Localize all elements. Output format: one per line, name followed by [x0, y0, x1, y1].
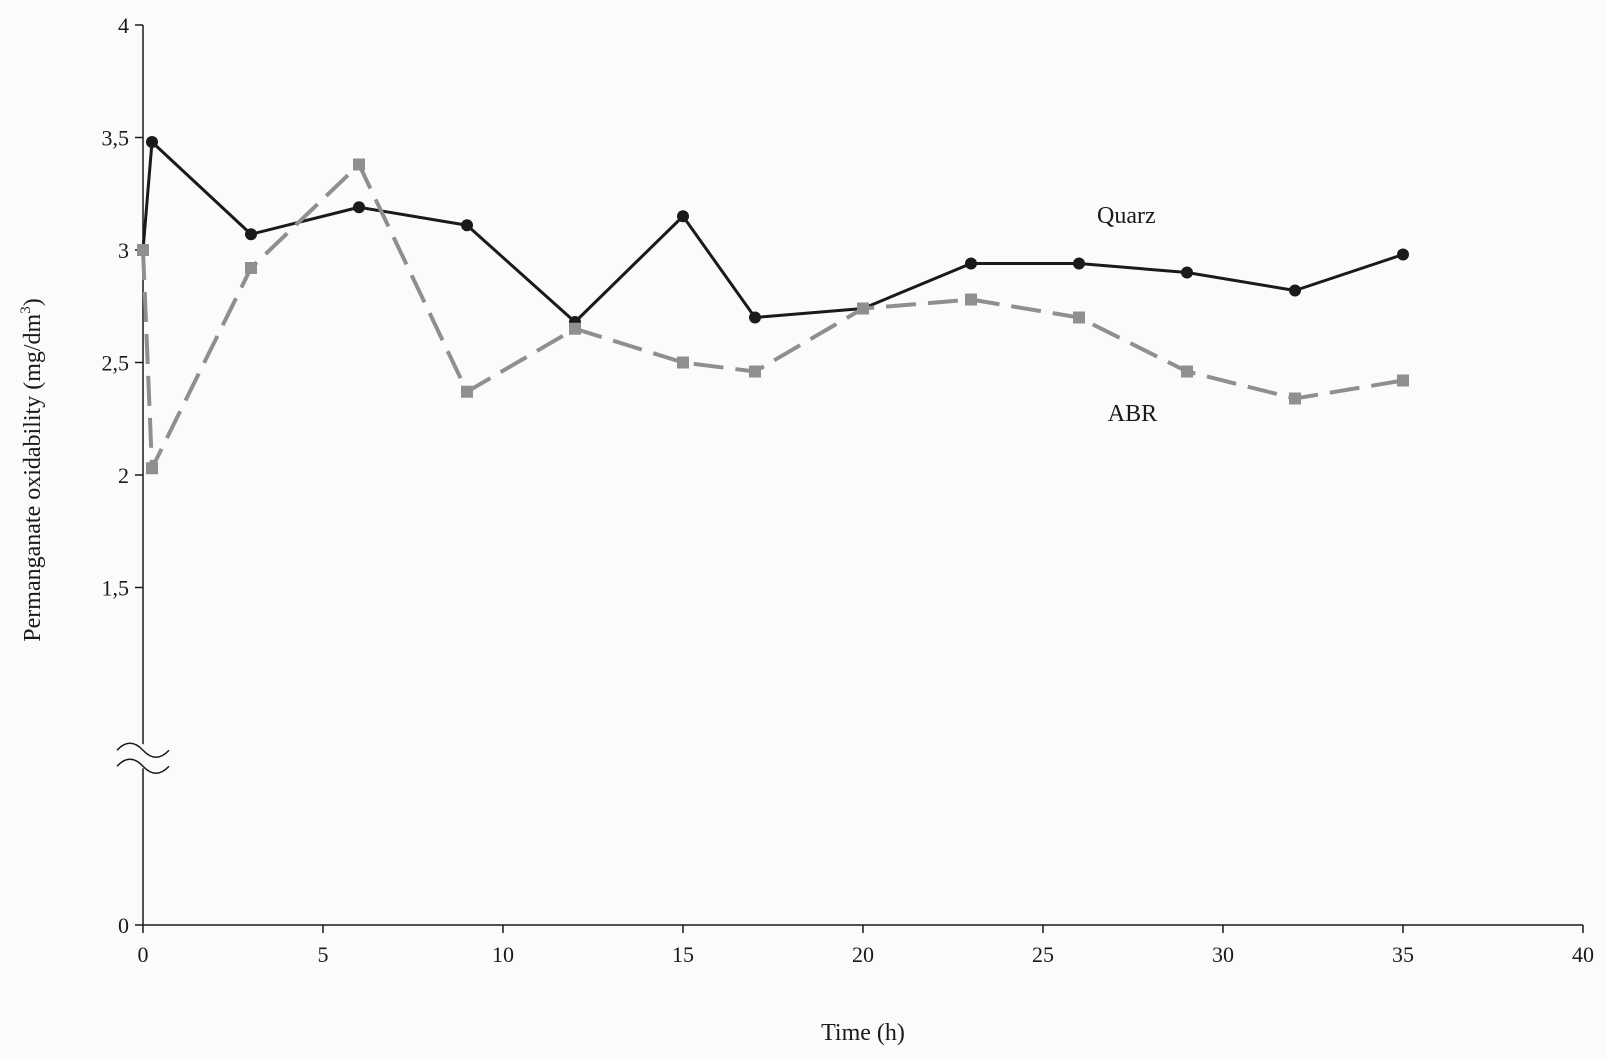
data-point-abr — [677, 356, 689, 369]
data-point-abr — [146, 462, 158, 475]
series-quarz — [137, 136, 1409, 328]
data-point-quarz — [1181, 266, 1193, 279]
y-axis-break-wave-top — [116, 742, 170, 758]
y-axis-title-main: Permanganate oxidability (mg/dm — [20, 313, 46, 641]
series-label-quarz: Quarz — [1097, 203, 1156, 229]
data-point-abr — [1397, 374, 1409, 387]
data-point-quarz — [1397, 248, 1409, 261]
x-tick-label: 35 — [1392, 942, 1414, 967]
y-tick-label: 0 — [118, 913, 129, 938]
axes: 01,522,533,540 5 10 15 20 25 30 35 40 — [102, 13, 1595, 967]
data-point-abr — [245, 262, 257, 274]
y-axis-title: Permanganate oxidability (mg/dm3) — [18, 298, 46, 641]
labels-layer: Time (h) Permanganate oxidability (mg/dm… — [18, 203, 1157, 1046]
y-tick-label: 1,5 — [102, 576, 130, 601]
data-point-abr — [137, 244, 149, 256]
data-point-abr — [1181, 365, 1193, 378]
x-tick-label: 10 — [492, 942, 514, 967]
data-point-abr — [1289, 392, 1301, 405]
data-point-quarz — [353, 201, 365, 214]
x-axis-title: Time (h) — [821, 1020, 905, 1046]
y-axis-title-suffix: ) — [20, 298, 46, 306]
series-abr — [137, 158, 1409, 475]
x-tick-label: 5 — [318, 942, 329, 967]
data-point-abr — [353, 158, 365, 171]
series-line-abr — [141, 162, 1404, 471]
y-axis-title-superscript: 3 — [18, 306, 34, 314]
x-tick-label: 15 — [672, 942, 694, 967]
data-point-quarz — [1289, 284, 1301, 297]
data-point-quarz — [461, 219, 473, 232]
y-axis-break-gap — [139, 744, 147, 769]
data-point-quarz — [749, 311, 761, 324]
data-point-quarz — [146, 136, 158, 148]
data-point-quarz — [1073, 257, 1085, 270]
data-point-abr — [1073, 311, 1085, 324]
data-point-abr — [749, 365, 761, 378]
y-tick-label: 3 — [118, 238, 129, 263]
y-tick-label: 4 — [118, 13, 129, 38]
data-point-abr — [965, 293, 977, 306]
series-line-quarz — [141, 140, 1404, 324]
data-point-abr — [569, 322, 581, 335]
data-point-abr — [857, 302, 869, 315]
data-point-quarz — [965, 257, 977, 270]
y-axis-break-wave-bottom — [116, 758, 170, 774]
y-tick-label: 3,5 — [102, 126, 130, 151]
y-axis-break — [116, 742, 170, 774]
data-point-quarz — [677, 210, 689, 223]
data-point-abr — [461, 385, 473, 398]
y-tick-label: 2,5 — [102, 351, 130, 376]
series-label-abr: ABR — [1108, 401, 1157, 427]
x-tick-label: 0 — [138, 942, 149, 967]
x-tick-label: 30 — [1212, 942, 1234, 967]
x-tick-label: 20 — [852, 942, 874, 967]
data-point-quarz — [245, 228, 257, 241]
x-tick-label: 25 — [1032, 942, 1054, 967]
x-tick-label: 40 — [1572, 942, 1594, 967]
series-layer — [137, 136, 1409, 475]
y-tick-label: 2 — [118, 463, 129, 488]
